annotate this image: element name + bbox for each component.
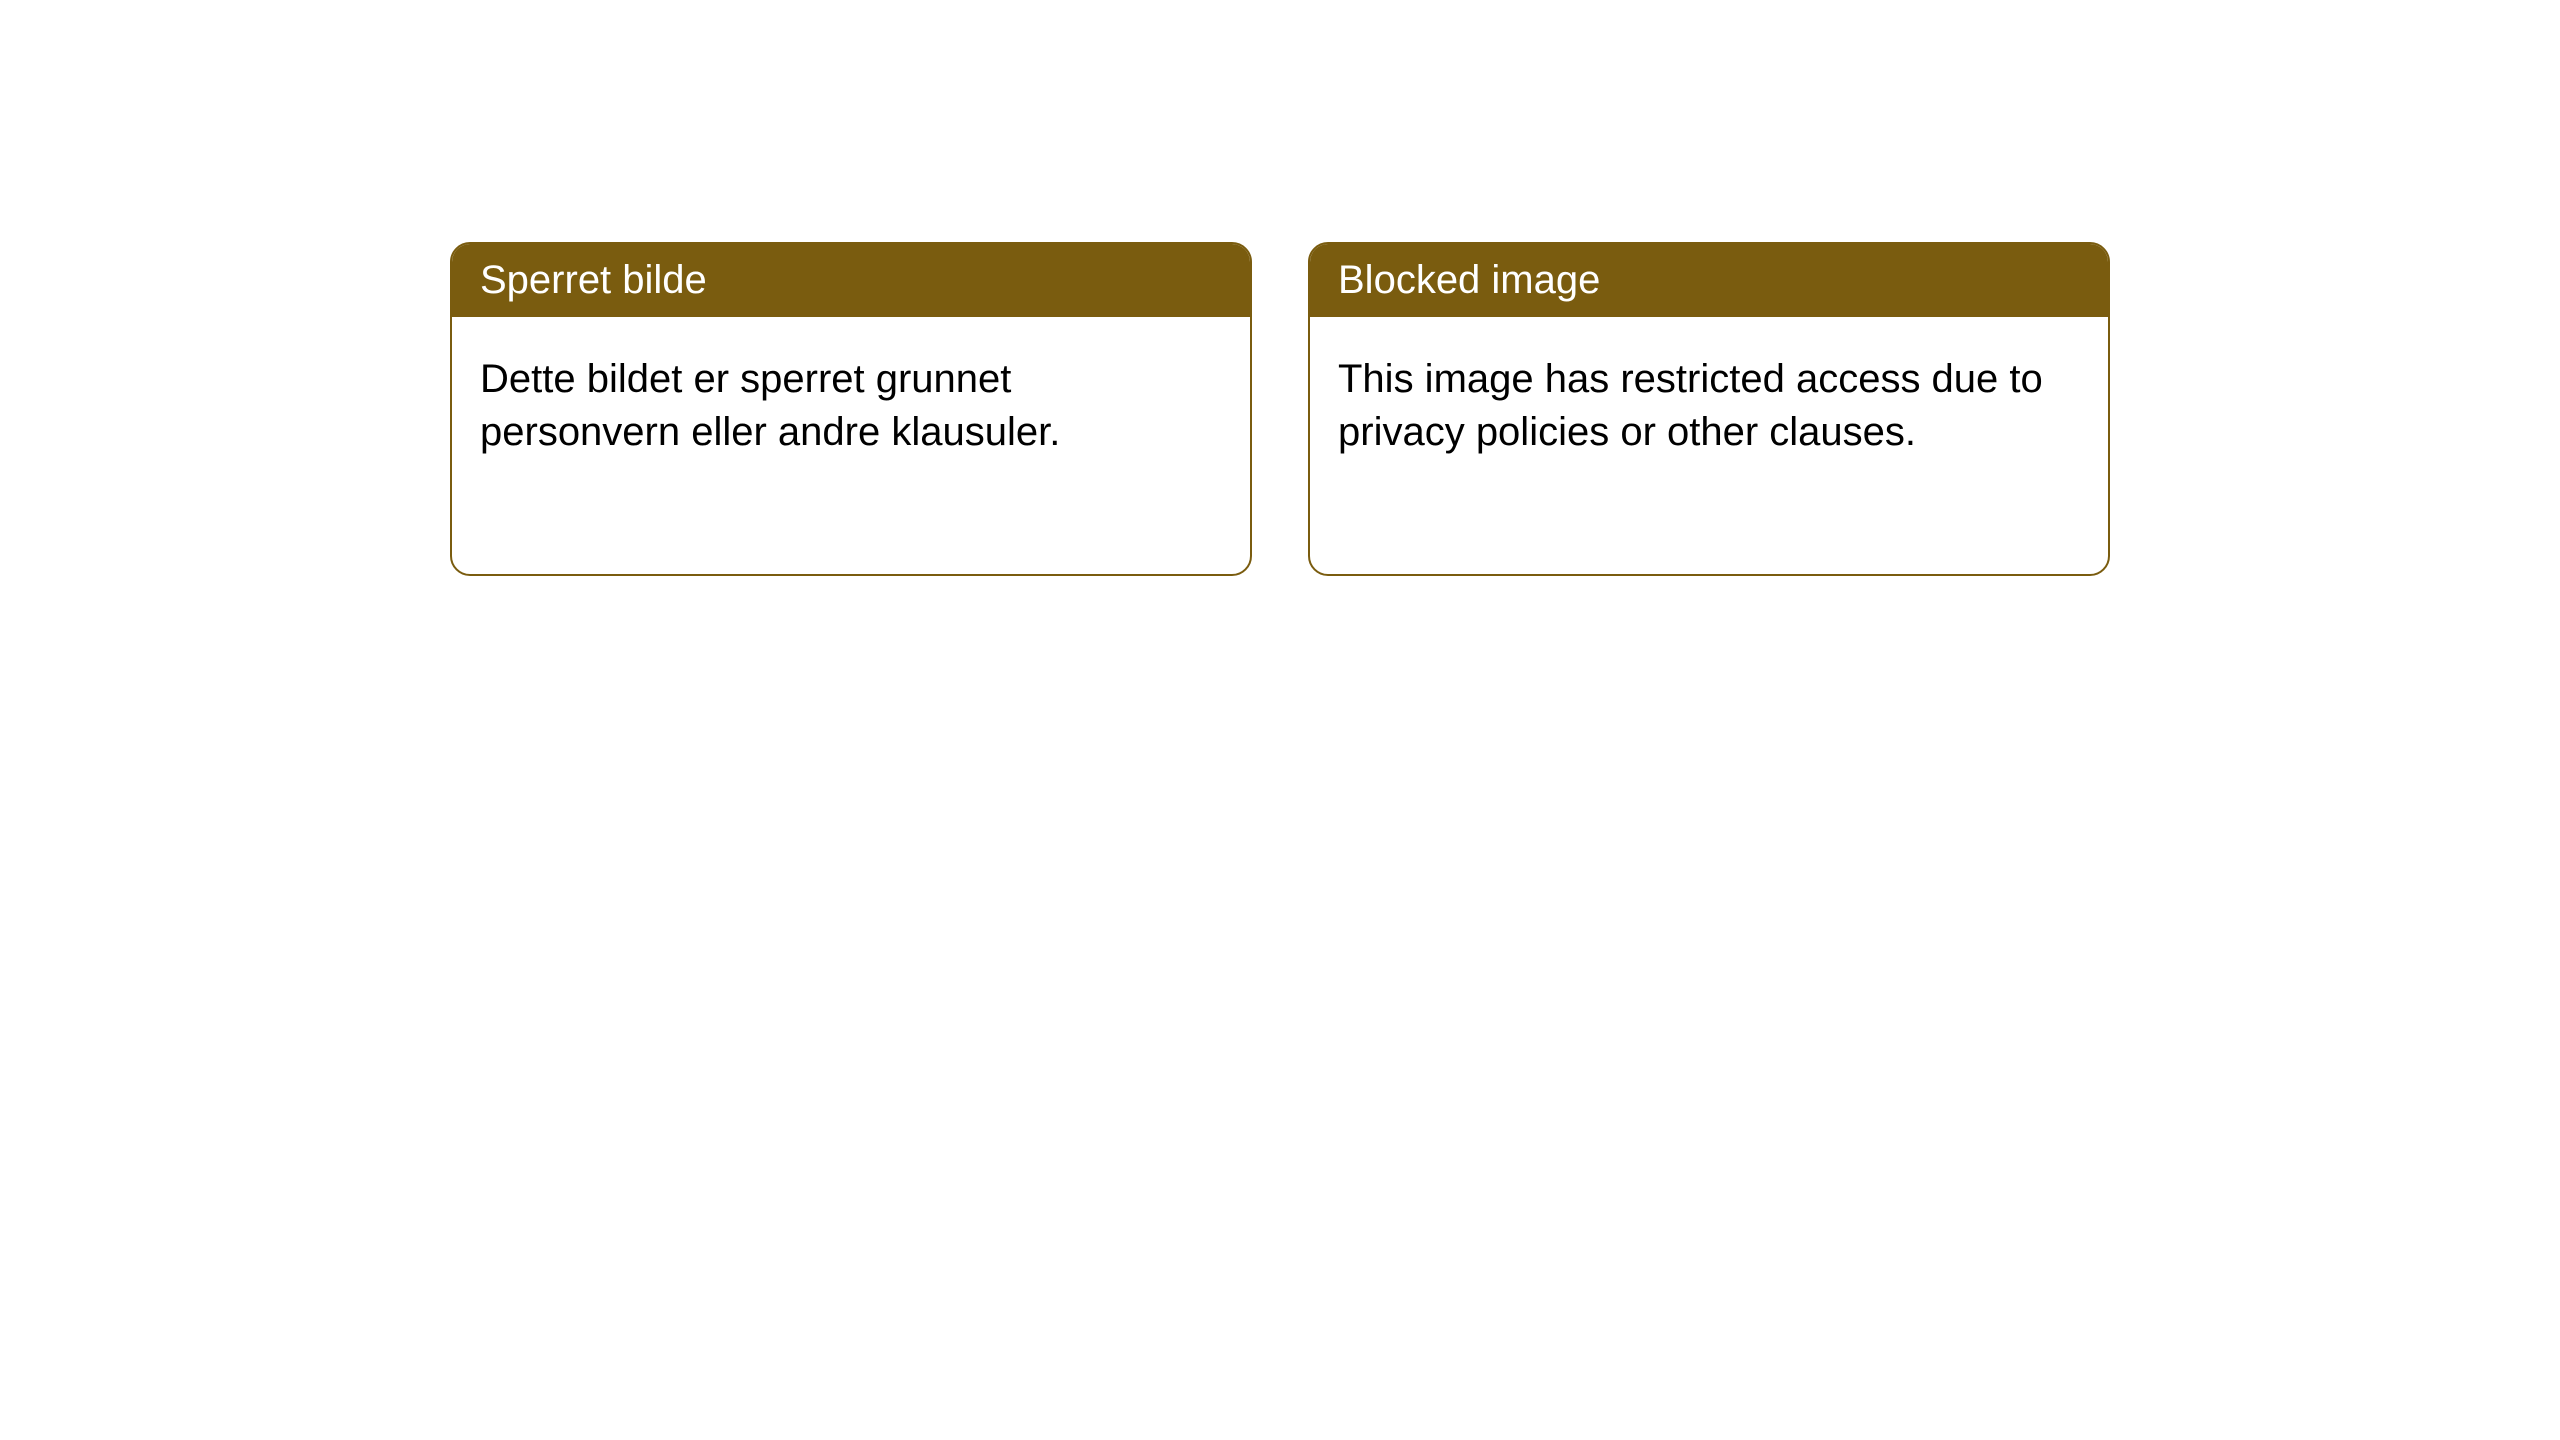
notice-container: Sperret bilde Dette bildet er sperret gr…: [0, 0, 2560, 576]
card-header: Blocked image: [1310, 244, 2108, 317]
card-body: Dette bildet er sperret grunnet personve…: [452, 317, 1250, 495]
card-header: Sperret bilde: [452, 244, 1250, 317]
notice-card-english: Blocked image This image has restricted …: [1308, 242, 2110, 576]
notice-card-norwegian: Sperret bilde Dette bildet er sperret gr…: [450, 242, 1252, 576]
card-text: This image has restricted access due to …: [1338, 357, 2043, 454]
card-text: Dette bildet er sperret grunnet personve…: [480, 357, 1060, 454]
card-body: This image has restricted access due to …: [1310, 317, 2108, 495]
card-title: Sperret bilde: [480, 258, 707, 302]
card-title: Blocked image: [1338, 258, 1600, 302]
